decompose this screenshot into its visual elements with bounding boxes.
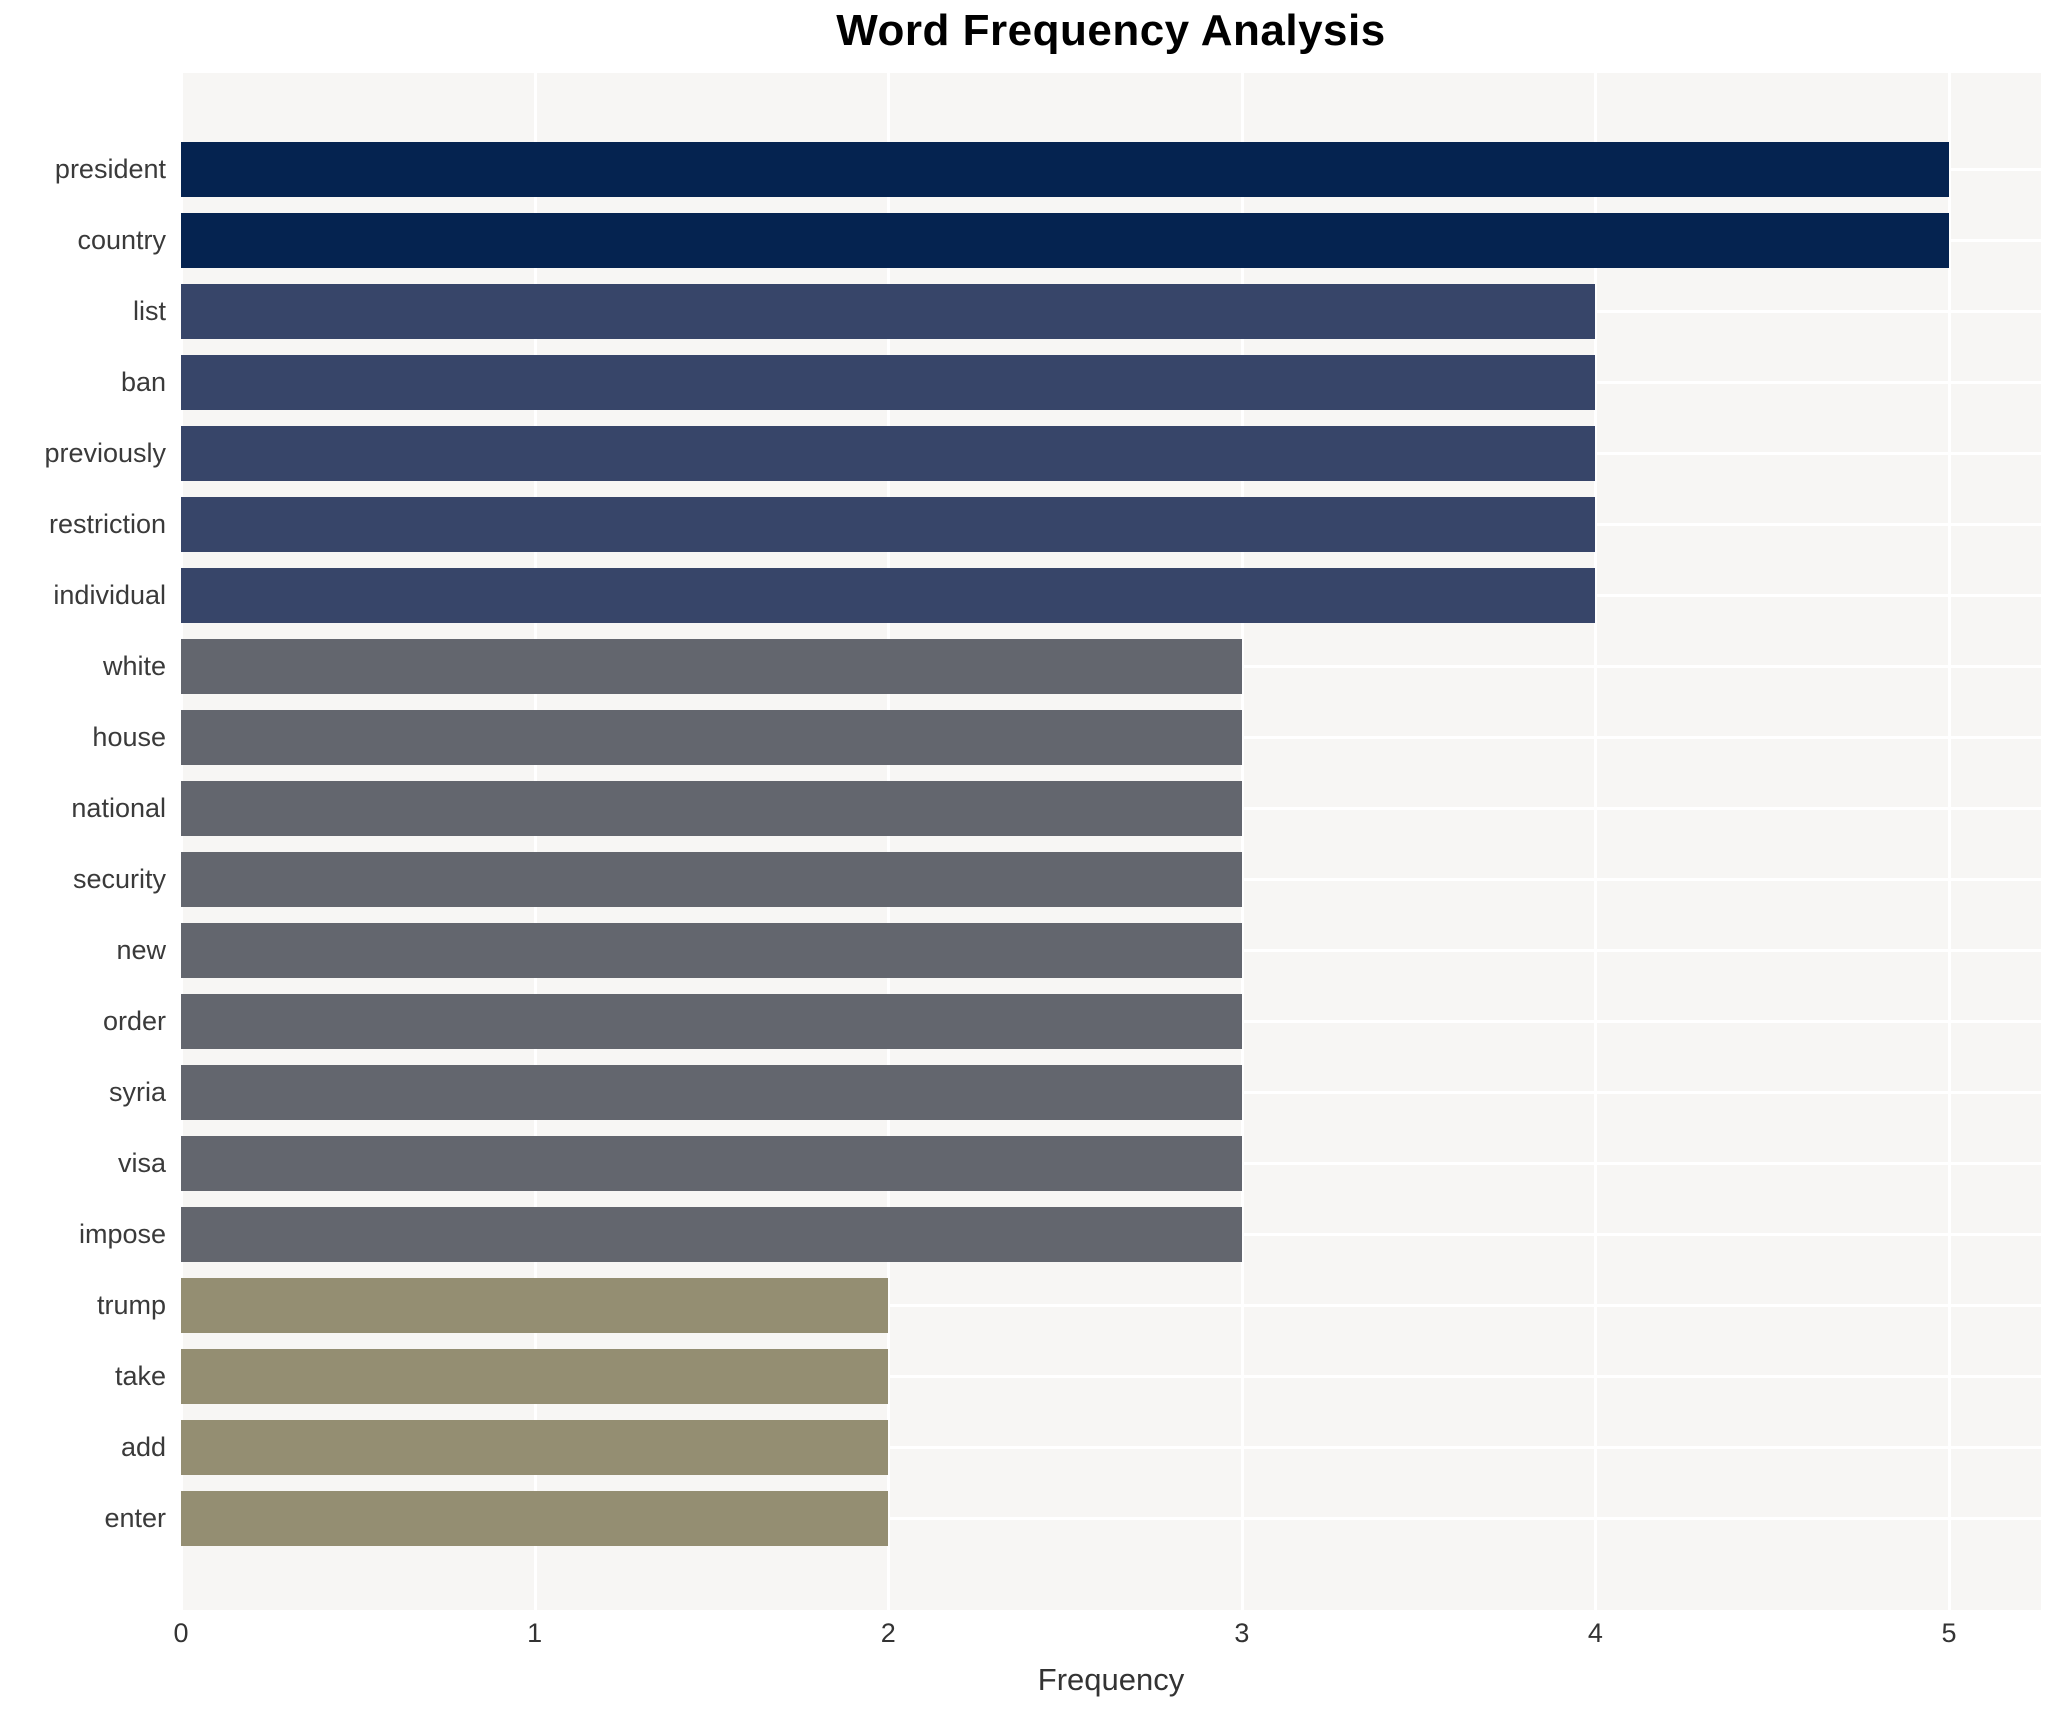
x-axis-label: Frequency: [1037, 1662, 1185, 1697]
bar-president: [181, 142, 1950, 197]
bar-trump: [181, 1278, 889, 1333]
gridline-vertical: [1594, 73, 1598, 1610]
bar-visa: [181, 1136, 1242, 1191]
bar-label-previously: previously: [44, 438, 166, 468]
bar-label-enter: enter: [104, 1503, 166, 1533]
bar-ban: [181, 355, 1596, 410]
bar-order: [181, 994, 1242, 1049]
bar-new: [181, 923, 1242, 978]
bar-enter: [181, 1491, 889, 1546]
bar-take: [181, 1349, 889, 1404]
x-tick-label-2: 2: [880, 1618, 896, 1648]
bar-individual: [181, 568, 1596, 623]
gridline-horizontal: [181, 1304, 2041, 1307]
bar-security: [181, 852, 1242, 907]
bar-label-impose: impose: [78, 1219, 166, 1249]
bar-label-take: take: [114, 1361, 166, 1391]
bar-label-national: national: [71, 793, 166, 823]
bar-label-restriction: restriction: [48, 509, 166, 539]
gridline-vertical: [1948, 73, 1952, 1610]
bar-syria: [181, 1065, 1242, 1120]
bar-country: [181, 213, 1950, 268]
gridline-vertical: [1240, 73, 1244, 1610]
bar-add: [181, 1420, 889, 1475]
bar-label-ban: ban: [120, 367, 166, 397]
bar-label-individual: individual: [53, 580, 166, 610]
gridline-vertical: [533, 73, 537, 1610]
bar-label-syria: syria: [108, 1077, 166, 1107]
bar-label-white: white: [102, 651, 166, 681]
x-tick-label-4: 4: [1587, 1618, 1603, 1648]
gridline-vertical: [180, 73, 183, 1610]
bar-label-order: order: [102, 1006, 166, 1036]
x-tick-label-1: 1: [527, 1618, 543, 1648]
plot-area: [180, 73, 2041, 1610]
bar-label-list: list: [133, 296, 166, 326]
bar-impose: [181, 1207, 1242, 1262]
bar-label-security: security: [72, 864, 166, 894]
bar-previously: [181, 426, 1596, 481]
gridline-horizontal: [181, 1375, 2041, 1378]
bar-restriction: [181, 497, 1596, 552]
bar-label-new: new: [116, 935, 166, 965]
gridline-horizontal: [181, 1446, 2041, 1449]
x-tick-label-0: 0: [173, 1618, 189, 1648]
gridline-vertical: [887, 73, 891, 1610]
bar-label-add: add: [120, 1432, 166, 1462]
x-tick-label-5: 5: [1941, 1618, 1957, 1648]
x-tick-label-3: 3: [1234, 1618, 1250, 1648]
bar-national: [181, 781, 1242, 836]
bar-list: [181, 284, 1596, 339]
bar-label-president: president: [54, 154, 166, 184]
y-axis-labels: president country list ban previously restric…: [0, 73, 166, 1610]
bar-white: [181, 639, 1242, 694]
bar-label-visa: visa: [117, 1148, 166, 1178]
gridline-horizontal: [181, 1517, 2041, 1520]
bar-label-trump: trump: [96, 1290, 166, 1320]
bar-house: [181, 710, 1242, 765]
bar-label-country: country: [77, 225, 166, 255]
chart-title: Word Frequency Analysis: [836, 6, 1386, 55]
bar-label-house: house: [92, 722, 166, 752]
